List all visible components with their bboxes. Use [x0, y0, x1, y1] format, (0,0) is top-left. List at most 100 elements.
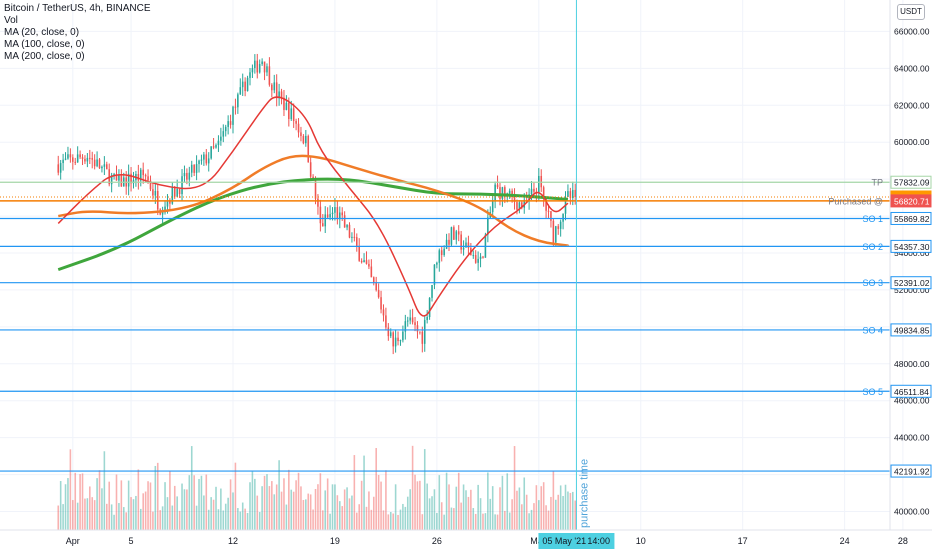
candle[interactable]	[278, 91, 280, 99]
candle[interactable]	[372, 277, 375, 283]
candle[interactable]	[513, 197, 516, 203]
candle[interactable]	[404, 321, 407, 332]
candle[interactable]	[246, 77, 249, 92]
ma200-line[interactable]	[57, 177, 569, 272]
candle[interactable]	[220, 136, 222, 141]
candle[interactable]	[380, 297, 382, 310]
candle[interactable]	[426, 317, 428, 321]
candle[interactable]	[127, 173, 130, 187]
candle[interactable]	[460, 234, 462, 250]
legend-ma100[interactable]: MA (100, close, 0)	[4, 39, 85, 50]
ma20-line[interactable]	[57, 96, 569, 317]
candle[interactable]	[84, 158, 86, 162]
candle[interactable]	[433, 264, 436, 285]
candle[interactable]	[258, 64, 261, 73]
candle[interactable]	[394, 337, 397, 347]
candle[interactable]	[567, 191, 569, 197]
candle[interactable]	[118, 174, 120, 181]
candle[interactable]	[178, 188, 181, 195]
candle[interactable]	[448, 239, 450, 245]
candle[interactable]	[436, 262, 438, 265]
candle[interactable]	[545, 198, 547, 211]
candle[interactable]	[130, 173, 132, 184]
candle[interactable]	[559, 221, 562, 229]
ma100-line[interactable]	[58, 154, 569, 247]
candle[interactable]	[137, 173, 140, 181]
candle[interactable]	[62, 159, 64, 164]
candle[interactable]	[523, 199, 526, 208]
candle[interactable]	[550, 211, 552, 221]
candle[interactable]	[261, 61, 263, 65]
candle[interactable]	[319, 206, 322, 224]
candle[interactable]	[190, 164, 193, 173]
candle[interactable]	[555, 226, 557, 243]
candle[interactable]	[334, 207, 336, 213]
candle[interactable]	[533, 188, 535, 192]
legend-ma200[interactable]: MA (200, close, 0)	[4, 51, 85, 62]
candle[interactable]	[224, 126, 227, 132]
candle[interactable]	[496, 184, 499, 188]
candle[interactable]	[164, 206, 166, 213]
candle[interactable]	[249, 72, 251, 78]
candle[interactable]	[399, 340, 402, 342]
candle[interactable]	[411, 317, 414, 323]
candle[interactable]	[370, 266, 373, 278]
candle[interactable]	[120, 174, 123, 187]
candle[interactable]	[443, 248, 445, 255]
candle[interactable]	[144, 175, 147, 177]
candle[interactable]	[355, 237, 358, 246]
candle[interactable]	[74, 161, 77, 163]
candle[interactable]	[280, 91, 283, 98]
candle[interactable]	[312, 176, 314, 179]
candle[interactable]	[353, 236, 356, 238]
candle[interactable]	[402, 331, 404, 341]
candle[interactable]	[542, 187, 545, 199]
candle[interactable]	[93, 159, 96, 167]
candle[interactable]	[227, 121, 229, 127]
candle[interactable]	[382, 309, 385, 316]
candle[interactable]	[462, 247, 465, 250]
candle[interactable]	[229, 121, 232, 125]
candle[interactable]	[256, 60, 259, 73]
candle[interactable]	[491, 200, 494, 213]
candle[interactable]	[169, 200, 171, 204]
candle[interactable]	[477, 258, 479, 263]
candle[interactable]	[336, 207, 339, 220]
candle[interactable]	[360, 260, 363, 263]
candle[interactable]	[98, 159, 101, 169]
candle[interactable]	[557, 226, 560, 229]
candle[interactable]	[572, 189, 574, 198]
candle[interactable]	[89, 157, 91, 159]
candle[interactable]	[67, 154, 69, 159]
candle[interactable]	[186, 172, 188, 180]
candle[interactable]	[203, 154, 205, 160]
candle[interactable]	[115, 173, 118, 181]
candle[interactable]	[103, 164, 106, 167]
candle[interactable]	[487, 217, 489, 235]
candle[interactable]	[368, 263, 370, 267]
candle[interactable]	[385, 315, 387, 328]
legend-vol[interactable]: Vol	[4, 15, 18, 26]
candle[interactable]	[302, 136, 305, 144]
candle[interactable]	[453, 227, 455, 240]
candle[interactable]	[351, 236, 353, 238]
candle[interactable]	[176, 188, 178, 197]
candle[interactable]	[268, 66, 271, 85]
candle[interactable]	[438, 250, 441, 263]
candle[interactable]	[467, 242, 470, 248]
legend-ma20[interactable]: MA (20, close, 0)	[4, 27, 80, 38]
candle[interactable]	[81, 157, 84, 159]
candle[interactable]	[237, 94, 239, 108]
candle[interactable]	[457, 231, 460, 235]
candle[interactable]	[387, 327, 390, 337]
candle[interactable]	[232, 106, 234, 125]
candle[interactable]	[450, 227, 453, 245]
candle[interactable]	[331, 212, 334, 215]
candle[interactable]	[288, 102, 290, 120]
candle[interactable]	[275, 82, 278, 99]
candle[interactable]	[314, 178, 317, 199]
candle[interactable]	[562, 213, 564, 222]
candle[interactable]	[479, 256, 482, 259]
candle[interactable]	[389, 332, 392, 337]
